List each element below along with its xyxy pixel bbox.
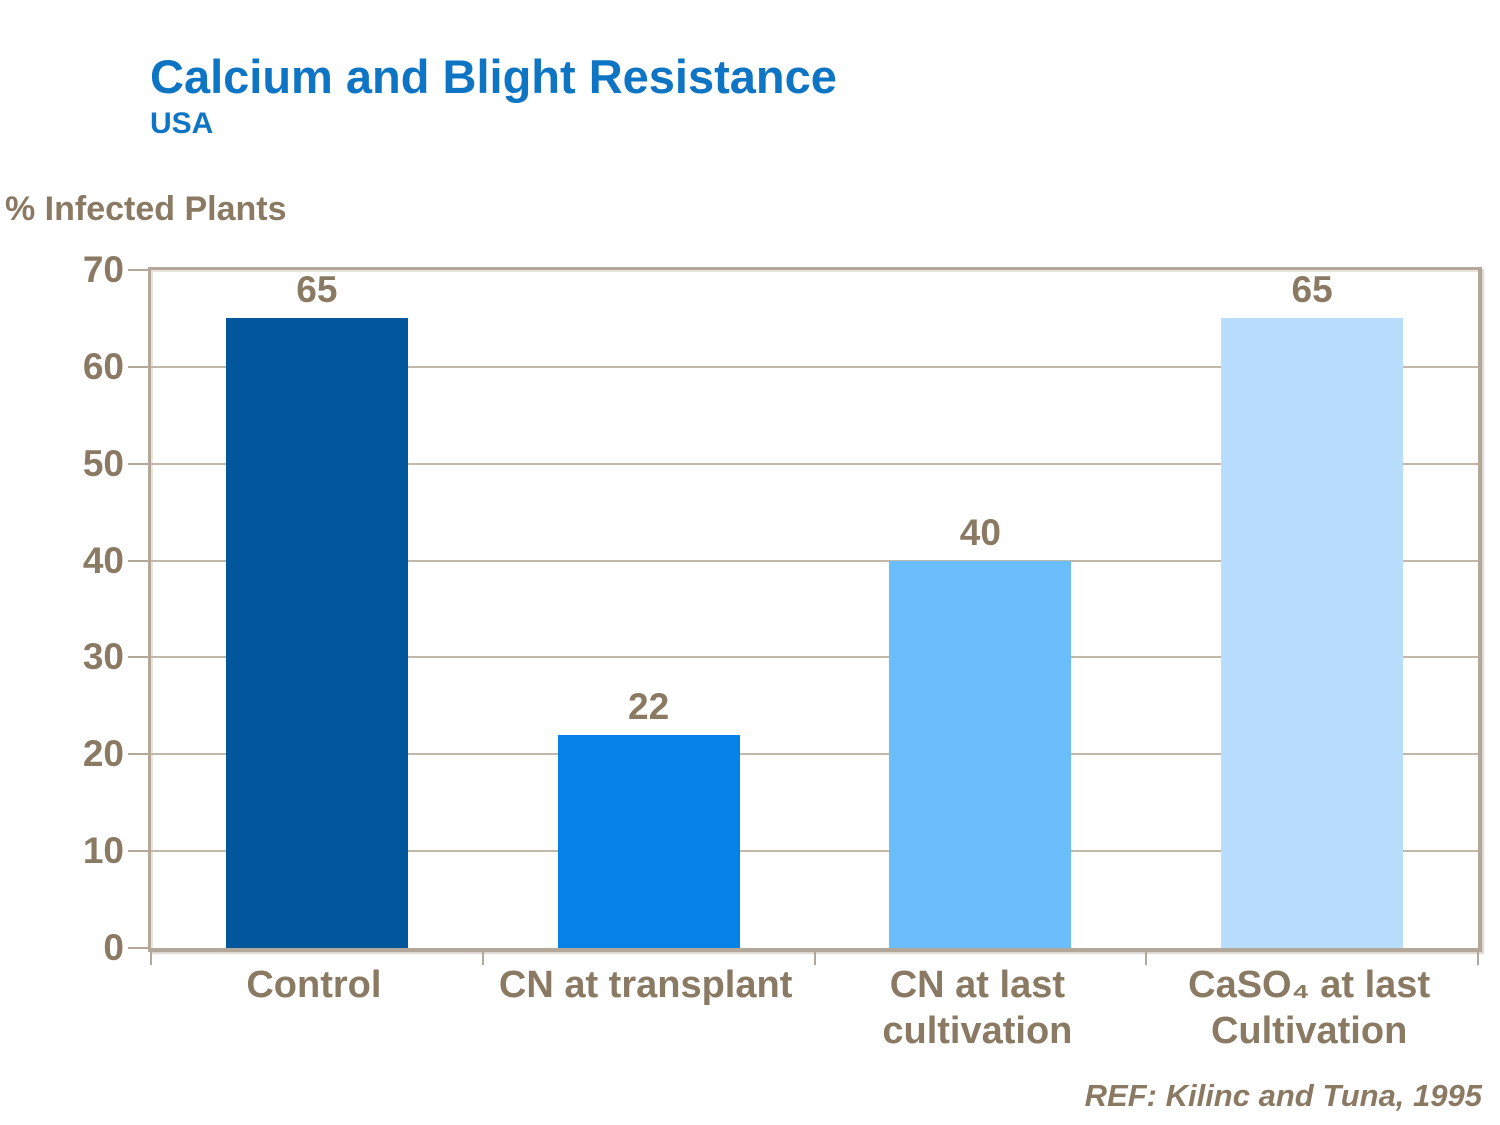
- y-tick-label: 30: [82, 636, 124, 678]
- x-category-label-line: CN at transplant: [498, 964, 793, 1006]
- plot-area: 0 10 20 30 40 50 60 70 65 22 40 65: [83, 250, 1482, 968]
- y-axis-title: % Infected Plants: [5, 190, 287, 228]
- bar-value-label: 40: [959, 511, 1001, 553]
- gridline: [151, 365, 1478, 368]
- x-category-label: CaSO₄ at last Cultivation: [1143, 962, 1475, 1054]
- y-tick-mark: [128, 559, 148, 562]
- y-tick-mark: [128, 850, 148, 853]
- y-tick-label: 40: [82, 539, 124, 581]
- x-category-label-line: Cultivation: [1210, 1010, 1408, 1052]
- x-tick-mark: [1145, 952, 1148, 965]
- bar: [225, 318, 408, 948]
- x-category-label: CN at last cultivation: [812, 962, 1144, 1054]
- bar-value-label: 22: [628, 685, 670, 727]
- y-tick-label: 70: [82, 249, 124, 290]
- x-axis-labels: Control CN at transplant CN at last cultiva…: [148, 962, 1475, 1072]
- y-tick-label: 20: [82, 733, 124, 775]
- x-tick-mark: [481, 952, 484, 965]
- x-category-label: CN at transplant: [480, 962, 812, 1008]
- y-tick-label: 60: [82, 345, 124, 387]
- y-tick-mark: [128, 269, 148, 271]
- header: Calcium and Blight Resistance USA: [150, 50, 837, 141]
- x-tick-mark: [813, 952, 816, 965]
- x-category-label-line: CN at last: [889, 964, 1066, 1006]
- gridline: [151, 850, 1478, 853]
- bar-value-label: 65: [296, 269, 338, 311]
- y-tick-label: 10: [82, 830, 124, 872]
- bar: [1221, 318, 1404, 948]
- x-category-label-line: Control: [246, 964, 382, 1006]
- x-category-label: Control: [148, 962, 480, 1008]
- reference-text: REF: Kilinc and Tuna, 1995: [1084, 1078, 1482, 1113]
- bar-value-label: 65: [1291, 269, 1333, 311]
- y-tick-mark: [128, 753, 148, 756]
- gridline: [151, 753, 1478, 756]
- x-category-label-line: cultivation: [882, 1010, 1073, 1052]
- y-tick-label: 50: [82, 442, 124, 484]
- y-tick-mark: [128, 947, 148, 949]
- page-subtitle: USA: [150, 107, 214, 141]
- page-title: Calcium and Blight Resistance: [150, 50, 837, 103]
- y-tick-mark: [128, 365, 148, 368]
- bar: [889, 560, 1072, 948]
- y-tick-mark: [128, 462, 148, 465]
- y-tick-mark: [128, 656, 148, 659]
- y-tick-label: 0: [103, 927, 124, 968]
- x-tick-mark: [1477, 952, 1479, 965]
- x-category-label-line: CaSO₄ at last: [1188, 964, 1431, 1006]
- bar: [557, 734, 740, 948]
- gridline: [151, 559, 1478, 562]
- gridline: [151, 656, 1478, 659]
- x-tick-mark: [150, 952, 152, 965]
- gridline: [151, 462, 1478, 465]
